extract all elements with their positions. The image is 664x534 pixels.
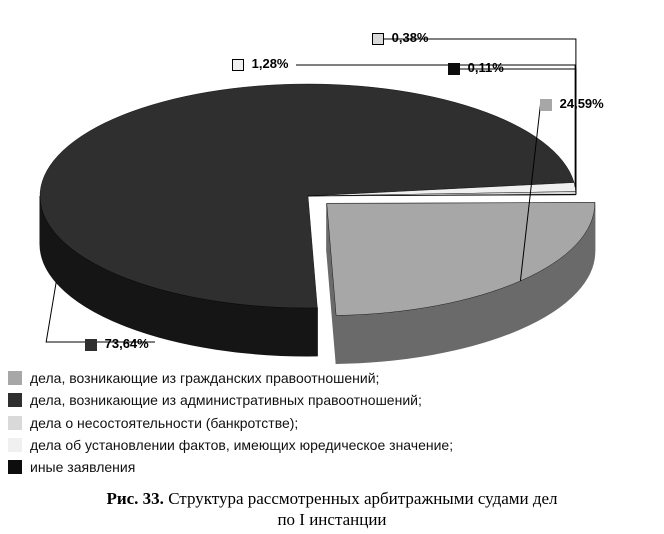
swatch-icon bbox=[8, 416, 22, 430]
caption-line-1: Структура рассмотренных арбитражными суд… bbox=[164, 489, 558, 508]
legend-label: иные заявления bbox=[30, 457, 135, 477]
legend-label: дела, возникающие из гражданских правоот… bbox=[30, 368, 379, 388]
caption-prefix: Рис. 33. bbox=[106, 489, 163, 508]
legend-item-civil: дела, возникающие из гражданских правоот… bbox=[8, 368, 656, 388]
legend-label: дела об установлении фактов, имеющих юре… bbox=[30, 435, 453, 455]
data-label-other: 0,11% bbox=[448, 60, 504, 75]
data-label-value: 1,28% bbox=[252, 56, 289, 71]
figure-caption: Рис. 33. Структура рассмотренных арбитра… bbox=[0, 488, 664, 531]
data-label-facts: 1,28% bbox=[232, 56, 289, 71]
swatch-icon bbox=[372, 33, 384, 45]
swatch-icon bbox=[8, 460, 22, 474]
data-label-value: 24,59% bbox=[560, 96, 604, 111]
legend-item-admin: дела, возникающие из административных пр… bbox=[8, 390, 656, 410]
swatch-icon bbox=[85, 339, 97, 351]
swatch-icon bbox=[232, 59, 244, 71]
legend-item-other: иные заявления bbox=[8, 457, 656, 477]
caption-line-2: по I инстанции bbox=[277, 510, 386, 529]
data-label-bankruptcy: 0,38% bbox=[372, 30, 429, 45]
swatch-icon bbox=[8, 393, 22, 407]
legend-label: дела о несостоятельности (банкротстве); bbox=[30, 413, 298, 433]
data-label-value: 0,38% bbox=[392, 30, 429, 45]
swatch-icon bbox=[8, 438, 22, 452]
data-label-admin: 73,64% bbox=[85, 336, 149, 351]
data-label-value: 0,11% bbox=[468, 60, 504, 75]
data-label-civil: 24,59% bbox=[540, 96, 604, 111]
legend-item-facts: дела об установлении фактов, имеющих юре… bbox=[8, 435, 656, 455]
legend-label: дела, возникающие из административных пр… bbox=[30, 390, 422, 410]
data-labels-layer: 1,28% 0,38% 0,11% 24,59% 73,64% bbox=[0, 0, 664, 370]
figure: 1,28% 0,38% 0,11% 24,59% 73,64% дела, во… bbox=[0, 0, 664, 534]
swatch-icon bbox=[448, 63, 460, 75]
swatch-icon bbox=[540, 99, 552, 111]
data-label-value: 73,64% bbox=[105, 336, 149, 351]
legend: дела, возникающие из гражданских правоот… bbox=[8, 368, 656, 479]
legend-item-bankruptcy: дела о несостоятельности (банкротстве); bbox=[8, 413, 656, 433]
swatch-icon bbox=[8, 371, 22, 385]
